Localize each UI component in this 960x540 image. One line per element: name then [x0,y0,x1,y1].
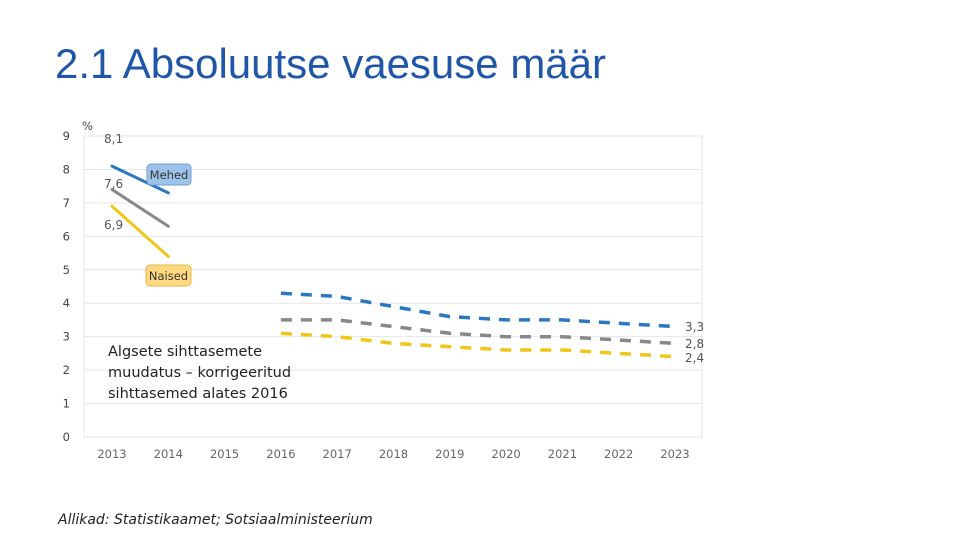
y-tick-label-4: 4 [63,296,70,310]
series-actual-line-2 [110,204,170,258]
slide-title: 2.1 Absoluutse vaesuse määr [55,40,607,87]
x-tick-label-2019: 2019 [435,447,464,461]
series-actual-line-0 [110,164,170,195]
y-tick-label-5: 5 [63,263,70,277]
end-value-label-2: 2,4 [685,351,704,365]
start-value-label-1: 7,6 [104,177,123,191]
series-target-line-0 [280,291,676,329]
y-tick-label-0: 0 [63,430,70,444]
y-tick-label-3: 3 [63,330,70,344]
x-tick-label-2016: 2016 [266,447,295,461]
y-tick-label-7: 7 [63,196,70,210]
x-tick-label-2020: 2020 [491,447,520,461]
series-target-line-1 [280,318,676,346]
start-value-label-0: 8,1 [104,132,123,146]
x-tick-label-2018: 2018 [379,447,408,461]
y-tick-label-8: 8 [63,162,70,176]
end-value-label-1: 2,8 [685,337,704,351]
x-tick-label-2015: 2015 [210,447,239,461]
y-axis-label: % [82,119,93,133]
x-tick-label-2021: 2021 [548,447,577,461]
end-value-label-0: 3,3 [685,320,704,334]
legend-box-0 [146,163,192,186]
x-tick-label-2017: 2017 [323,447,352,461]
legend-label-1: Naised [149,269,188,283]
target-note: Algsete sihttasemete muudatus – korrigee… [108,344,292,402]
legend-label-0: Mehed [150,168,189,182]
x-tick-label-2013: 2013 [97,447,126,461]
source-note: Allikad: Statistikaamet; Sotsiaalministe… [58,512,373,528]
legend-box-1 [145,264,192,287]
y-tick-label-2: 2 [63,363,70,377]
x-tick-label-2023: 2023 [660,447,689,461]
y-tick-label-6: 6 [63,229,70,243]
x-tick-label-2022: 2022 [604,447,633,461]
x-tick-label-2014: 2014 [154,447,183,461]
series-target-line-2 [280,331,676,359]
y-tick-label-9: 9 [63,129,70,143]
y-tick-label-1: 1 [63,397,70,411]
series-actual-line-1 [110,188,170,228]
start-value-label-2: 6,9 [104,218,123,232]
